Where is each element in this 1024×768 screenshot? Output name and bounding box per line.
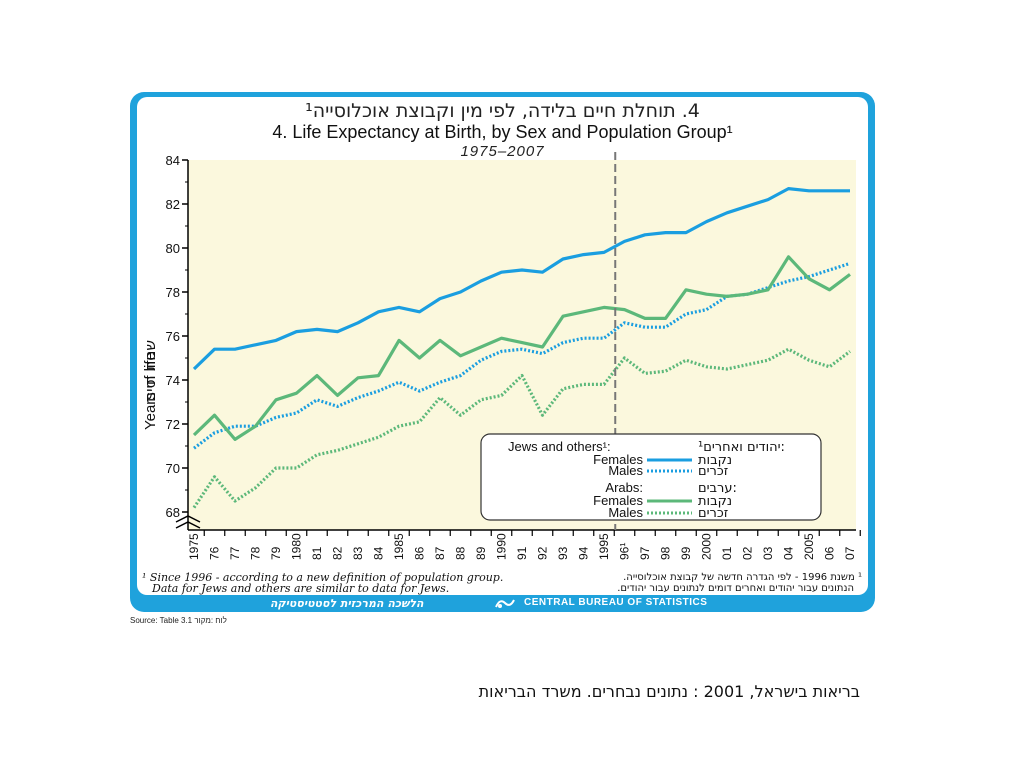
x-tick-label: 89 [474,546,488,560]
x-tick-label: 86 [413,546,427,560]
legend-arabs-males-he: זכרים [698,506,728,521]
x-tick-label: 94 [577,546,591,560]
legend-jews-females-en: Females [593,452,643,467]
y-axis-label-english: Years of life [142,352,159,430]
title-hebrew: 4. תוחלת חיים בלידה, לפי מין וקבוצת אוכל… [305,100,700,122]
x-tick-label: 78 [249,546,263,560]
x-tick-label: 77 [228,546,242,560]
y-axis-label-hebrew: שנות חיים [141,340,159,402]
footer-bureau-english: CENTRAL BUREAU OF STATISTICS [524,597,708,608]
x-tick-label: 87 [433,546,447,560]
series-line-arabs-males [192,347,851,509]
legend-jews-males-he: זכרים [698,464,728,479]
x-tick-label: 83 [351,546,365,560]
source-note: Source: Table 3.1 לוח :מקור [130,616,227,625]
x-tick-label: 88 [454,546,468,560]
legend-jews-females-he: נקבות [698,453,732,468]
y-tick-label: 74 [166,373,180,388]
x-tick-label: 99 [679,546,693,560]
bureau-logo-icon [494,597,516,610]
footnote-en-line1: ¹ Since 1996 - according to a new defini… [142,571,504,584]
x-tick-label: 76 [208,546,222,560]
x-tick-label: 03 [761,546,775,560]
x-tick-label: 97 [638,546,652,560]
x-tick-label: 1975 [187,533,201,560]
slide-caption: בריאות בישראל, 2001 : נתונים נבחרים. משר… [478,682,860,701]
footnote-en-line2: Data for Jews and others are similar to … [152,582,450,595]
legend-jews-males-en: Males [608,463,643,478]
title-years: 1975–2007 [460,143,545,160]
legend: Jews and others¹: יהודים ואחרים¹: Female… [480,433,822,521]
legend-group2-en: Arabs: [605,480,643,495]
x-tick-label: 93 [556,546,570,560]
y-tick-label: 78 [166,285,180,300]
x-tick-label: 82 [331,546,345,560]
y-tick-label: 68 [166,505,180,520]
y-tick-label: 80 [166,241,180,256]
title-english: 4. Life Expectancy at Birth, by Sex and … [272,122,733,142]
x-tick-label: 1990 [495,533,509,560]
footnote-he-line1: ¹ משנת 1996 - לפי הגדרה חדשה של קבוצת או… [623,572,862,583]
legend-box [480,433,822,521]
axis-break-icon [175,515,201,529]
x-tick-label: 1995 [597,533,611,560]
y-tick-label: 70 [166,461,180,476]
legend-arabs-males-en: Males [608,505,643,520]
x-tick-label: 06 [823,546,837,560]
x-tick-label: 92 [536,546,550,560]
legend-group1-en: Jews and others¹: [508,439,611,454]
series-line-arabs-females [192,255,851,441]
footer-bureau-hebrew: הלשכה המרכזית לסטטיסטיקה [270,597,424,610]
x-tick-label: 2005 [802,533,816,560]
y-tick-label: 76 [166,329,180,344]
x-tick-label: 91 [515,546,529,560]
x-tick-label: 01 [720,546,734,560]
series-line-jews-males [193,261,851,450]
legend-arabs-females-he: נקבות [698,494,732,509]
x-tick-label: 84 [372,546,386,560]
legend-group1-he: יהודים ואחרים¹: [698,440,785,455]
footnote-he-line2: הנתונים עבור יהודים ואחרים דומים לנתונים… [617,583,854,594]
life-expectancy-chart: 68 70 72 74 76 78 80 82 84 1975 76 77 78 79 1980 81 82 83… [141,152,861,560]
x-tick-label: 1980 [290,533,304,560]
y-tick-label: 84 [166,153,180,168]
series-line-jews-females [192,186,850,371]
x-tick-label: 1985 [392,533,406,560]
x-tick-label: 81 [310,546,324,560]
x-tick-label: 07 [843,546,857,560]
legend-arabs-females-en: Females [593,493,643,508]
x-tick-label: 04 [782,546,796,560]
x-tick-label: 2000 [700,533,714,560]
y-tick-label: 82 [166,197,180,212]
x-tick-label: 98 [659,546,673,560]
legend-group2-he: ערבים: [698,481,737,496]
x-tick-label: 79 [269,546,283,560]
y-tick-label: 72 [166,417,180,432]
x-tick-label: 02 [741,546,755,560]
x-tick-label: 96¹ [618,543,632,560]
